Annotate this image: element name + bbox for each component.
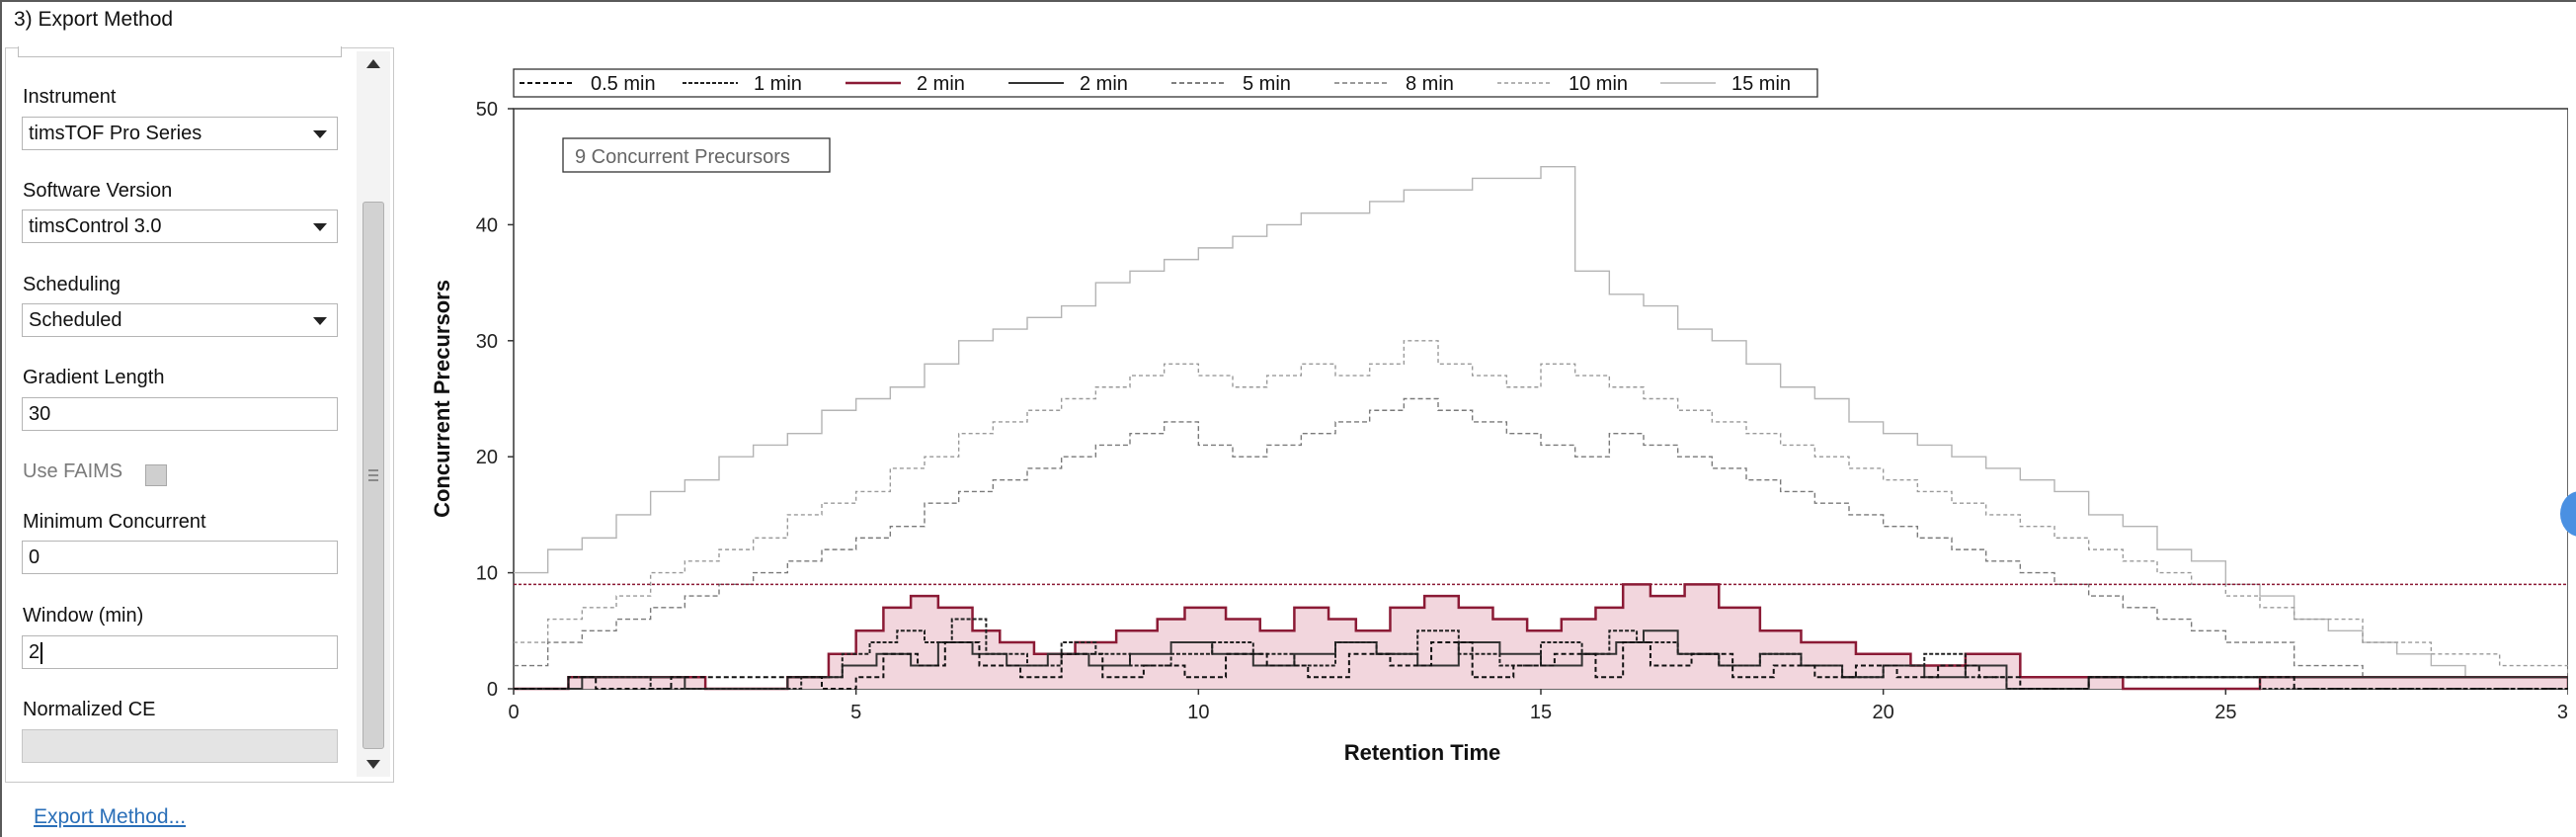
window-value: 2 — [29, 641, 40, 663]
minimum-concurrent-input[interactable]: 0 — [22, 541, 338, 574]
x-tick-label: 0 — [508, 702, 519, 723]
x-tick-label: 25 — [2214, 702, 2236, 723]
software-version-label: Software Version — [23, 180, 173, 202]
annotation-text: 9 Concurrent Precursors — [575, 146, 790, 168]
scroll-grip-icon — [368, 474, 378, 476]
x-tick-label: 20 — [1873, 702, 1894, 723]
legend-label: 1 min — [754, 73, 802, 95]
legend-label: 5 min — [1243, 73, 1291, 95]
window-input[interactable]: 2 — [22, 635, 338, 669]
x-tick-label: 30 — [2557, 702, 2568, 723]
software-version-value: timsControl 3.0 — [29, 215, 162, 237]
use-faims-label: Use FAIMS — [23, 460, 123, 482]
scroll-down-icon[interactable] — [366, 760, 380, 769]
export-method-link[interactable]: Export Method... — [34, 805, 187, 828]
dropdown-arrow-icon[interactable] — [313, 223, 327, 231]
series-line-0 — [514, 641, 2568, 690]
legend-label: 10 min — [1569, 73, 1628, 95]
y-tick-label: 40 — [476, 214, 498, 236]
instrument-label: Instrument — [23, 86, 117, 108]
y-tick-label: 20 — [476, 447, 498, 468]
dropdown-arrow-icon[interactable] — [313, 317, 327, 325]
legend-label: 15 min — [1731, 73, 1791, 95]
plot-area — [513, 108, 2568, 690]
series-line-7 — [514, 166, 2535, 690]
gradient-length-input[interactable]: 30 — [22, 397, 338, 431]
scheduling-label: Scheduling — [23, 274, 121, 295]
y-tick-label: 0 — [487, 679, 498, 701]
dropdown-arrow-icon[interactable] — [313, 130, 327, 138]
y-tick-label: 10 — [476, 563, 498, 585]
gradient-length-label: Gradient Length — [23, 367, 165, 388]
legend-label: 0.5 min — [591, 73, 656, 95]
clipped-field — [18, 46, 342, 57]
x-axis-label: Retention Time — [1344, 740, 1501, 765]
annotation-box — [562, 137, 831, 173]
x-tick-label: 5 — [850, 702, 861, 723]
window-label: Window (min) — [23, 605, 144, 627]
scroll-thumb[interactable] — [362, 202, 384, 749]
scroll-up-icon[interactable] — [366, 59, 380, 68]
y-tick-label: 30 — [476, 331, 498, 353]
x-tick-label: 15 — [1530, 702, 1552, 723]
window-frame-left — [0, 0, 2, 837]
instrument-value: timsTOF Pro Series — [29, 123, 202, 144]
scroll-grip-icon — [368, 469, 378, 471]
y-axis-label: Concurrent Precursors — [430, 280, 454, 518]
legend-label: 2 min — [1080, 73, 1128, 95]
x-tick-label: 10 — [1187, 702, 1209, 723]
series-line-1 — [514, 618, 2568, 690]
section-title: 3) Export Method — [14, 8, 174, 31]
series-line-2 — [514, 583, 2568, 691]
legend-label: 8 min — [1406, 73, 1454, 95]
instrument-select[interactable]: timsTOF Pro Series — [22, 117, 338, 150]
overlay-indicator[interactable] — [2560, 491, 2576, 537]
minimum-concurrent-label: Minimum Concurrent — [23, 511, 206, 533]
software-version-select[interactable]: timsControl 3.0 — [22, 209, 338, 243]
text-caret — [40, 641, 43, 664]
settings-panel: Instrument timsTOF Pro Series Software V… — [5, 46, 394, 783]
series-line-6 — [514, 340, 2568, 678]
scheduling-select[interactable]: Scheduled — [22, 303, 338, 337]
legend-label: 2 min — [917, 73, 965, 95]
scroll-grip-icon — [368, 479, 378, 481]
concurrent-precursors-chart: 9 Concurrent Precursors 0 5 10 15 20 25 30 0 10 20… — [430, 68, 2568, 765]
normalized-ce-input[interactable] — [22, 729, 338, 763]
series-line-5 — [514, 397, 2568, 678]
normalized-ce-label: Normalized CE — [23, 699, 156, 720]
panel-scrollbar[interactable] — [357, 51, 390, 777]
y-tick-label: 50 — [476, 99, 498, 121]
window-frame-top — [0, 0, 2576, 2]
scheduling-value: Scheduled — [29, 309, 122, 331]
use-faims-checkbox[interactable] — [145, 464, 167, 486]
